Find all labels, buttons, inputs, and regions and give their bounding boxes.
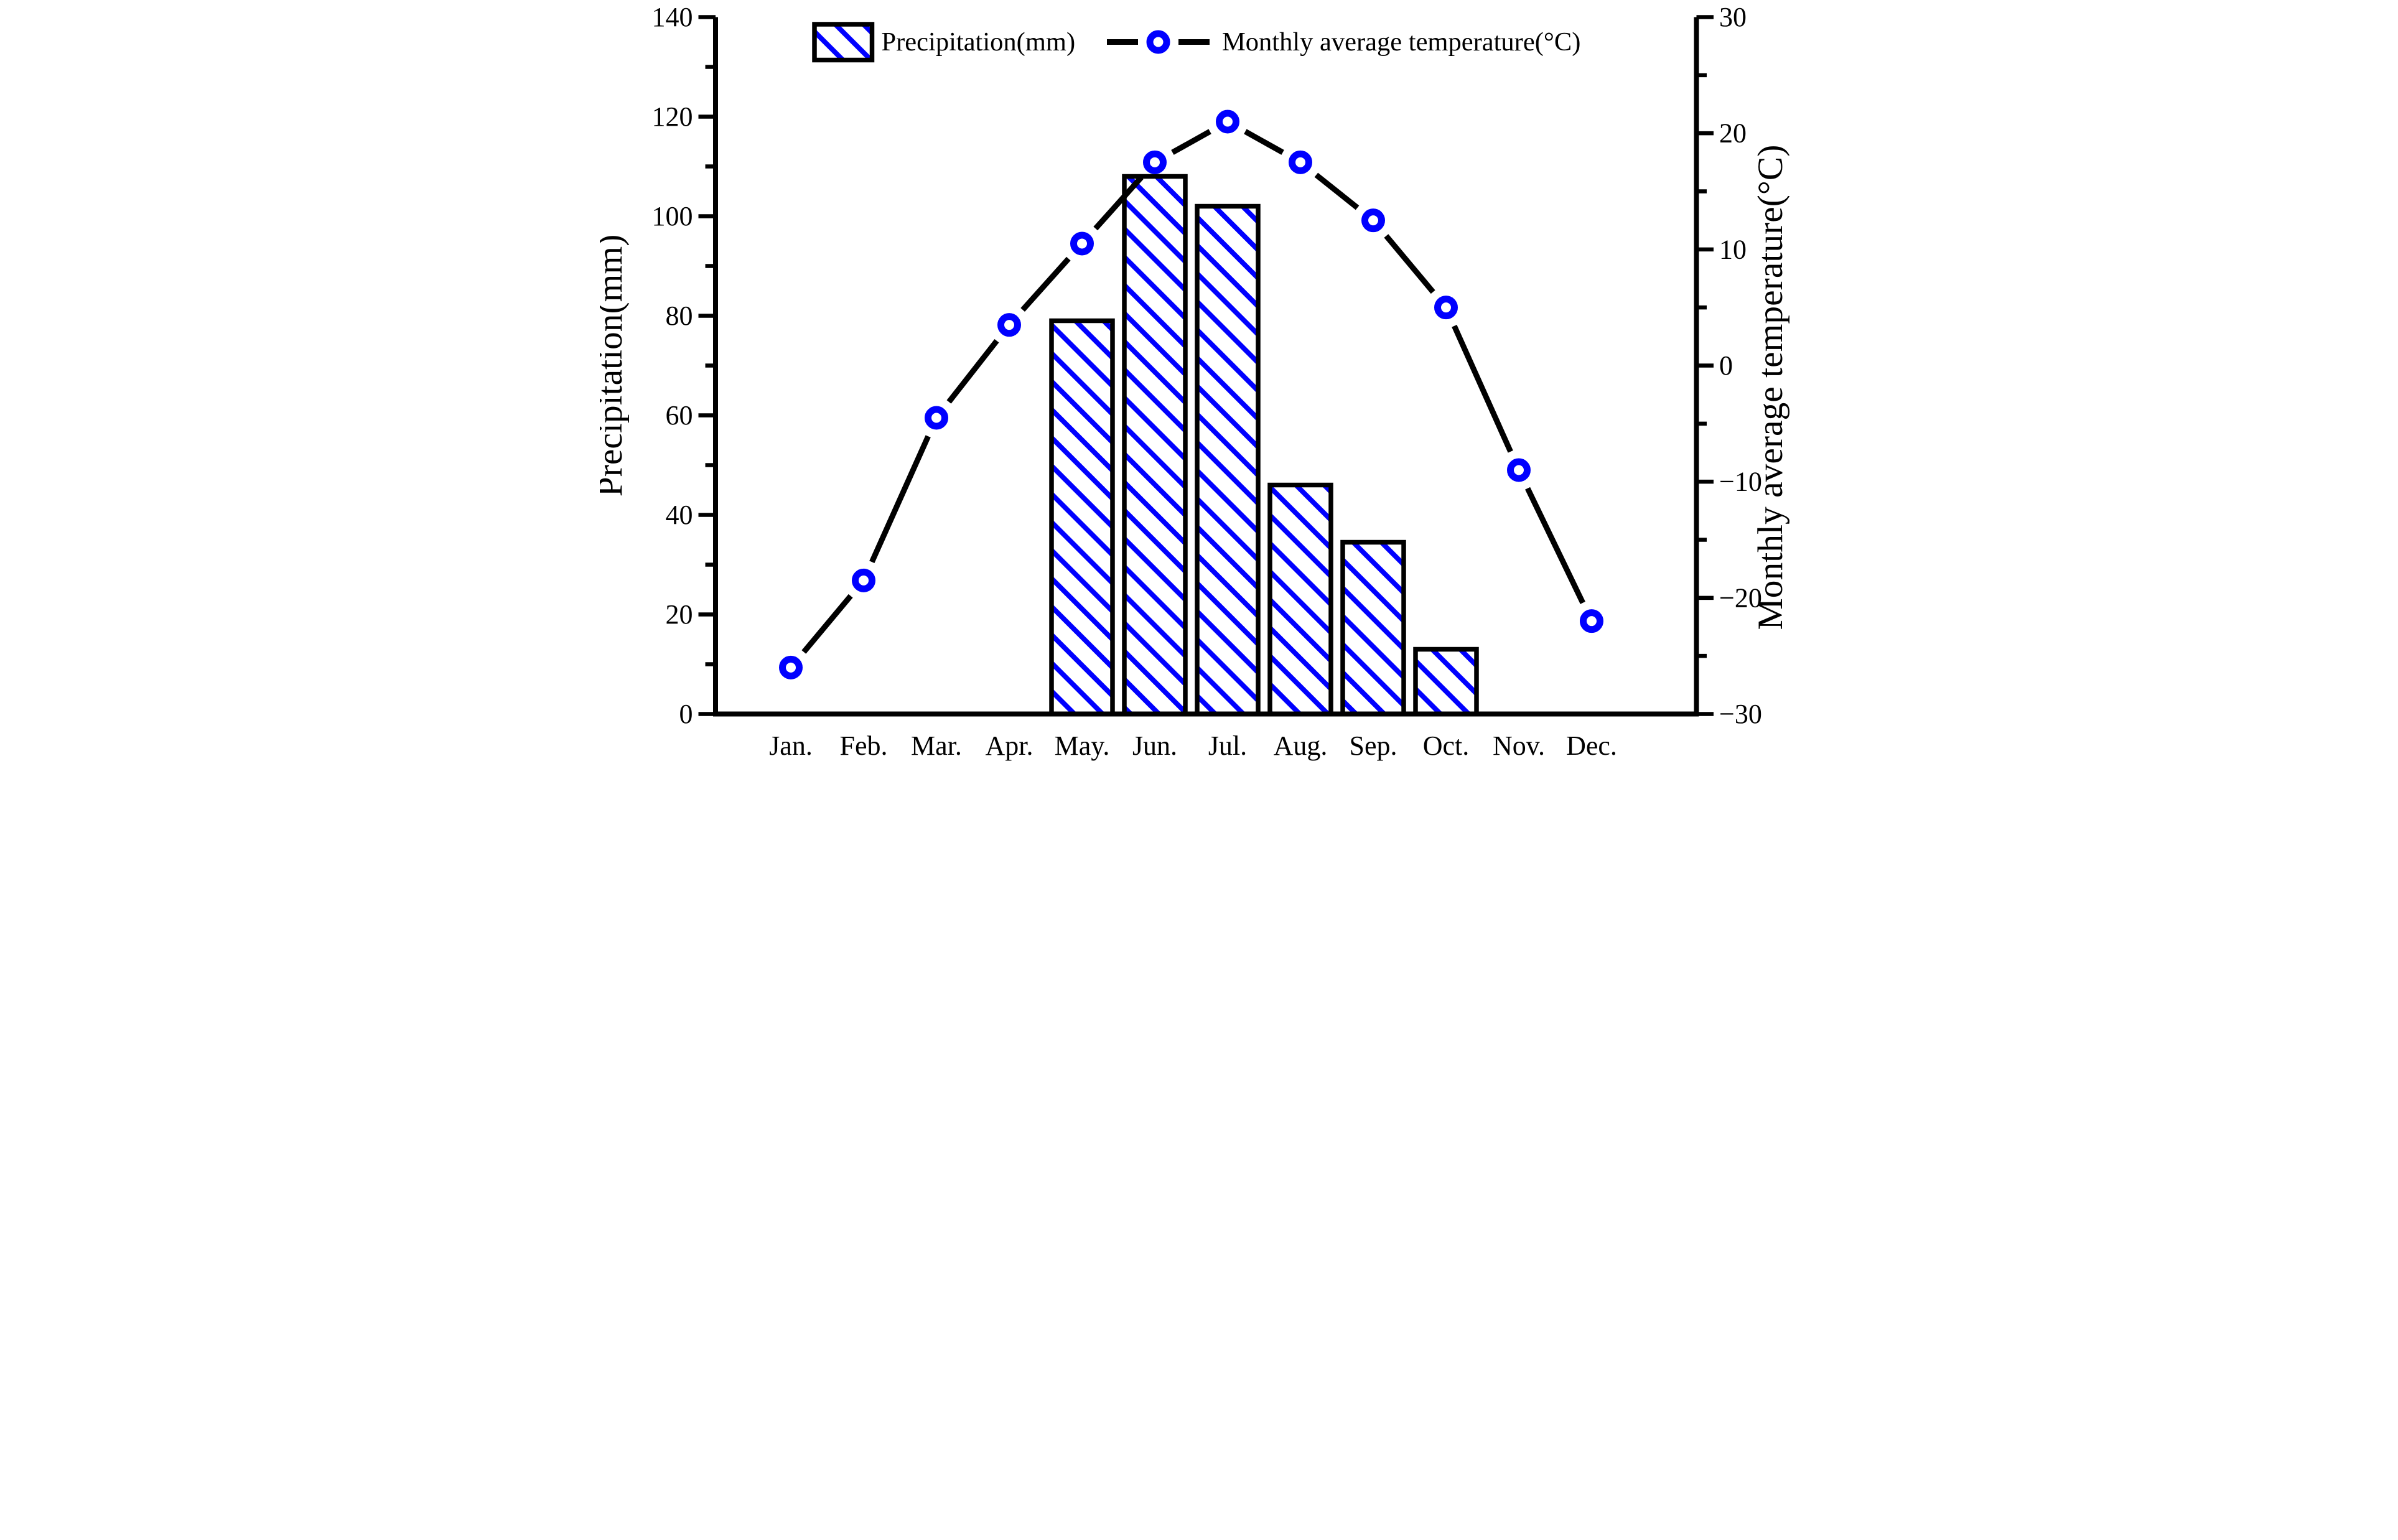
x-tick-label-Sep.: Sep. [1349,730,1397,761]
x-tick-label-Mar.: Mar. [911,730,962,761]
precipitation-bars [1048,174,1479,717]
temperature-segment [1243,129,1284,155]
axes [698,15,1714,717]
temperature-segment [946,338,999,404]
x-tick-label-Apr.: Apr. [985,730,1033,761]
x-tick-label-Jun.: Jun. [1132,730,1177,761]
bar-Sep. [1340,539,1406,717]
legend-precipitation-label: Precipitation(mm) [881,27,1075,57]
y-axis-title-right: Monthly average temperature(°C) [1751,145,1790,630]
temperature-segment [801,594,853,654]
bar-Oct. [1412,646,1479,717]
right-tick-label: 30 [1719,2,1747,32]
temperature-segment [1020,256,1071,312]
tick-labels: 0 20 40 60 80 100 120 140 −30 −20 −10 0 10 20 30 Jan. Fe… [651,2,1761,761]
temperature-point-Jul. [1215,110,1239,134]
temperature-line [778,110,1603,679]
temperature-segment [1383,234,1435,294]
x-tick-label-Jul.: Jul. [1208,730,1246,761]
legend-circle-marker [1146,30,1170,54]
x-tick-label-Aug.: Aug. [1273,730,1327,761]
right-tick-label: 10 [1719,234,1747,264]
temperature-point-Sep. [1361,208,1385,233]
x-tick-label-Feb.: Feb. [839,730,887,761]
left-tick-label: 120 [651,101,693,132]
temperature-point-Jan. [778,655,803,679]
temperature-segment [1314,172,1359,210]
legend: Precipitation(mm) Monthly average temper… [811,22,1580,63]
y-axis-title-left: Precipitation(mm) [600,235,630,497]
climate-chart: 0 20 40 60 80 100 120 140 −30 −20 −10 0 10 20 30 Jan. Fe… [599,0,1799,770]
left-tick-label: 40 [665,500,693,530]
temperature-segment [1170,129,1211,155]
temperature-point-Dec. [1579,609,1603,633]
legend-precipitation-swatch [811,22,874,63]
temperature-point-Aug. [1288,150,1312,174]
right-tick-label: 0 [1719,350,1733,381]
bar-Aug. [1267,482,1333,717]
temperature-point-Feb. [851,568,875,592]
temperature-segment [1093,175,1144,231]
legend-temperature-label: Monthly average temperature(°C) [1222,27,1580,57]
bar-Jun. [1121,174,1188,717]
bar-Jul. [1194,203,1261,717]
temperature-segment [1451,324,1513,453]
x-tick-label-Oct.: Oct. [1422,730,1469,761]
right-tick-label: −30 [1719,699,1762,729]
right-tick-label: 20 [1719,118,1747,149]
temperature-point-May. [1070,231,1094,256]
left-tick-label: 0 [679,699,693,729]
x-tick-label-Dec.: Dec. [1566,730,1617,761]
temperature-segment [1524,487,1585,604]
left-tick-label: 140 [651,2,693,32]
x-tick-label-Jan.: Jan. [769,730,813,761]
x-tick-label-Nov.: Nov. [1493,730,1545,761]
temperature-point-Jun. [1142,150,1167,174]
bar-May. [1048,318,1115,717]
climate-chart-container: 0 20 40 60 80 100 120 140 −30 −20 −10 0 10 20 30 Jan. Fe… [599,0,1799,770]
x-tick-label-May.: May. [1054,730,1109,761]
left-tick-label: 20 [665,599,693,630]
left-tick-label: 100 [651,201,693,231]
legend-temperature-marker [1106,30,1210,54]
temperature-segment [869,435,931,564]
temperature-point-Nov. [1506,458,1531,482]
left-tick-label: 60 [665,400,693,431]
temperature-point-Apr. [997,313,1021,337]
temperature-point-Oct. [1434,296,1458,320]
right-tick-label: −20 [1719,582,1762,613]
right-tick-label: −10 [1719,467,1762,497]
temperature-point-Mar. [924,406,948,430]
left-tick-label: 80 [665,301,693,331]
